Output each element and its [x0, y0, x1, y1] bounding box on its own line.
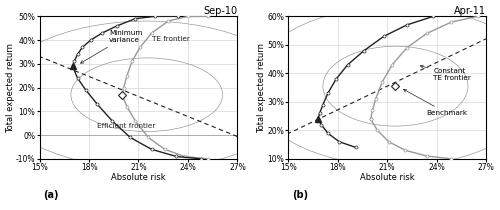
Y-axis label: Total expected return: Total expected return: [257, 43, 266, 133]
X-axis label: Absolute risk: Absolute risk: [111, 173, 166, 182]
Text: Minimum
variance: Minimum variance: [80, 30, 142, 63]
Text: Constant
TE frontier: Constant TE frontier: [420, 65, 471, 81]
Text: TE frontier: TE frontier: [152, 37, 190, 42]
Text: Benchmark: Benchmark: [404, 89, 468, 116]
Text: Efficient frontier: Efficient frontier: [98, 123, 156, 129]
Text: Apr-11: Apr-11: [454, 5, 486, 16]
Text: (a): (a): [44, 190, 59, 200]
Y-axis label: Total expected return: Total expected return: [6, 43, 15, 133]
X-axis label: Absolute risk: Absolute risk: [360, 173, 414, 182]
Text: Sep-10: Sep-10: [204, 5, 238, 16]
Text: (b): (b): [292, 190, 308, 200]
